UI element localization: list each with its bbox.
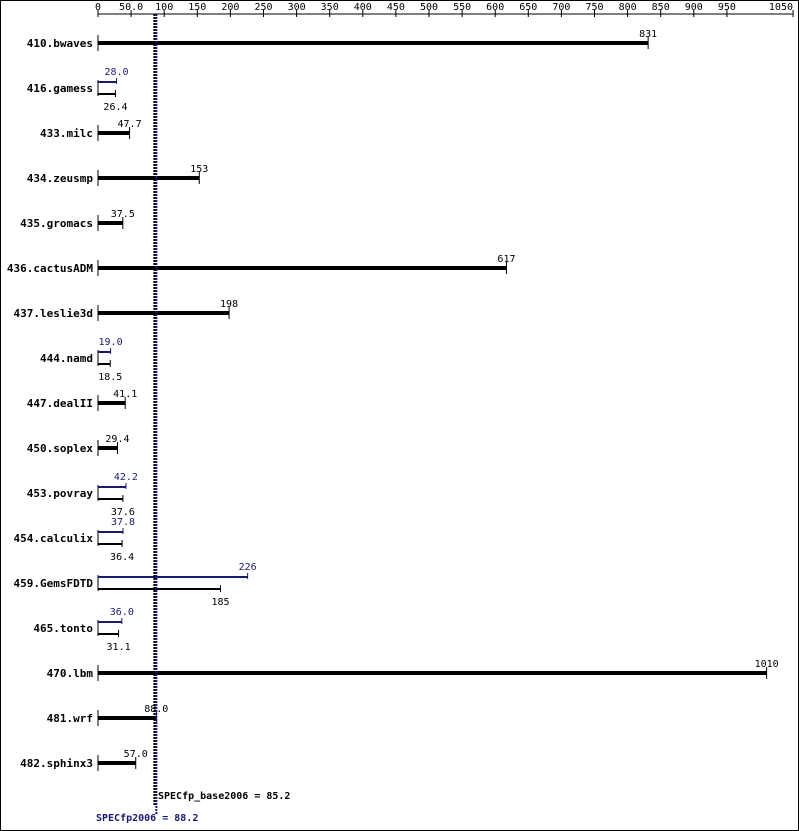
value-label: 18.5 [98,372,122,383]
bar [98,401,126,405]
bar [98,576,248,578]
x-tick-label: 350 [321,2,339,13]
x-tick-label: 450 [387,2,405,13]
reference-label: SPECfp_base2006 = 85.2 [158,791,290,802]
x-tick-label: 750 [585,2,603,13]
x-tick-label: 550 [453,2,471,13]
bar [98,621,122,623]
x-tick-label: 400 [354,2,372,13]
value-label: 198 [220,299,238,310]
bar [98,351,111,353]
x-tick-label: 1050 [769,2,793,13]
value-label: 31.1 [107,642,131,653]
category-label: 453.povray [27,487,94,500]
x-tick-label: 100 [155,2,173,13]
value-label: 47.7 [118,119,142,130]
bar [98,131,130,135]
value-label: 37.6 [111,507,135,518]
category-label: 416.gamess [27,82,93,95]
bar [98,363,111,365]
x-tick-label: 850 [652,2,670,13]
bar [98,543,123,545]
x-tick-label: 500 [420,2,438,13]
category-label: 435.gromacs [20,217,93,230]
value-label: 41.1 [113,389,137,400]
x-tick-label: 50.0 [119,2,143,13]
bar [98,761,136,765]
category-label: 450.soplex [27,442,94,455]
category-label: 454.calculix [14,532,94,545]
bar [98,633,119,635]
bar [98,176,200,180]
value-label: 37.8 [111,517,135,528]
x-tick-label: 950 [718,2,736,13]
value-label: 185 [211,597,229,608]
category-label: 447.dealII [27,397,93,410]
bar [98,266,507,270]
category-label: 481.wrf [47,712,93,725]
value-label: 57.0 [124,749,148,760]
category-label: 482.sphinx3 [20,757,93,770]
x-tick-label: 200 [221,2,239,13]
x-tick-label: 700 [552,2,570,13]
value-label: 1010 [755,659,779,670]
x-tick-label: 150 [188,2,206,13]
category-label: 433.milc [40,127,93,140]
x-tick-label: 250 [254,2,272,13]
bar [98,498,123,500]
value-label: 26.4 [103,102,127,113]
reference-label: SPECfp2006 = 88.2 [96,813,198,824]
category-label: 470.lbm [47,667,94,680]
bar [98,41,649,45]
value-label: 36.4 [110,552,134,563]
value-label: 226 [239,562,257,573]
category-label: 465.tonto [33,622,93,635]
value-label: 88.0 [144,704,168,715]
value-label: 831 [639,29,657,40]
category-label: 434.zeusmp [27,172,94,185]
bar [98,531,124,533]
category-label: 459.GemsFDTD [14,577,94,590]
x-tick-label: 0 [95,2,101,13]
value-label: 153 [190,164,208,175]
bar [98,671,767,675]
x-tick-label: 300 [288,2,306,13]
category-label: 444.namd [40,352,93,365]
bar [98,221,123,225]
value-label: 42.2 [114,472,138,483]
category-label: 436.cactusADM [7,262,93,275]
x-tick-label: 900 [685,2,703,13]
bar [98,446,118,450]
value-label: 28.0 [104,67,128,78]
value-label: 36.0 [110,607,134,618]
category-label: 410.bwaves [27,37,93,50]
bar [98,716,157,720]
value-label: 29.4 [105,434,129,445]
bar [98,81,117,83]
value-label: 19.0 [99,337,123,348]
bar [98,311,230,315]
x-tick-label: 650 [519,2,537,13]
value-label: 37.5 [111,209,135,220]
category-label: 437.leslie3d [14,307,93,320]
bar [98,588,221,590]
bar [98,93,116,95]
bar [98,486,126,488]
x-tick-label: 800 [619,2,637,13]
x-tick-label: 600 [486,2,504,13]
value-label: 617 [497,254,515,265]
